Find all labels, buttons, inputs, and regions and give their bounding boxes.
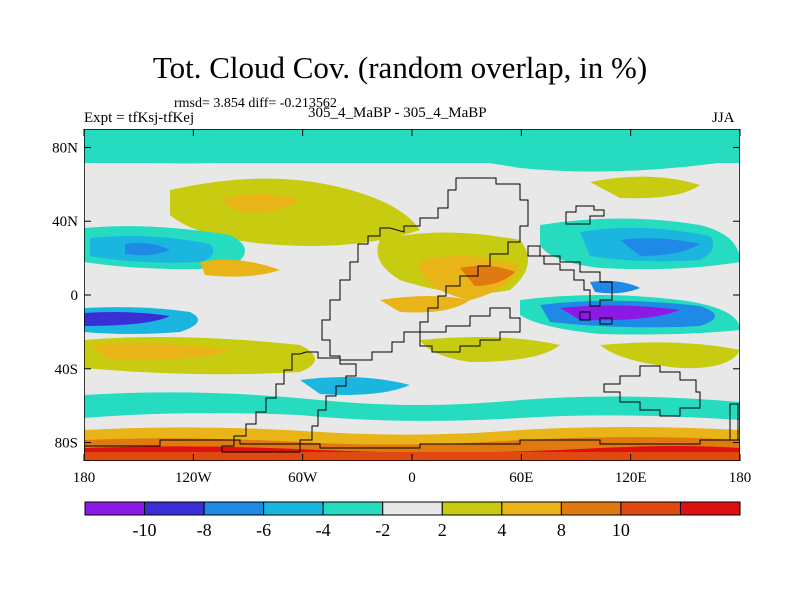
lon-tick-label: 60E <box>509 470 533 486</box>
australia-outline <box>603 365 701 417</box>
island-outline-2 <box>599 317 613 325</box>
colorbar-label: -4 <box>316 520 331 540</box>
lon-tick-label: 180 <box>73 470 96 486</box>
lon-tick-label: 0 <box>408 470 416 486</box>
colorbar-label: -6 <box>256 520 271 540</box>
lat-tick-label: 0 <box>71 288 79 304</box>
colorbar-swatch <box>382 501 443 516</box>
cloud-cover-map <box>84 129 740 461</box>
south-america-outline <box>221 351 357 453</box>
field-sh-yellow-3 <box>600 342 740 369</box>
colorbar-swatch <box>322 501 384 516</box>
field-nh-orange-1 <box>220 194 300 213</box>
longitude-axis: 180 120W 60W 0 60E 120E 180 <box>73 129 752 486</box>
colorbar-swatch <box>203 501 265 516</box>
asia-se-outline <box>527 245 613 307</box>
field-so-lightblue <box>300 376 410 395</box>
colorbar: -10 -8 -6 -4 -2 2 4 8 10 <box>84 501 741 540</box>
lon-tick-label: 180 <box>729 470 752 486</box>
colorbar-swatch <box>501 501 562 516</box>
coastline-outlines <box>84 177 740 453</box>
field-eq-pac-blue <box>84 312 170 326</box>
colorbar-swatch <box>144 501 205 516</box>
field-north-band-edge <box>84 150 740 172</box>
colorbar-swatch <box>560 501 622 516</box>
colorbar-swatch <box>441 501 503 516</box>
field-afr-darkorange <box>460 265 515 286</box>
plot-title: Tot. Cloud Cov. (random overlap, in %) <box>152 50 648 85</box>
field-nh-yellow-1 <box>170 178 420 246</box>
field-atl-orange <box>380 296 470 313</box>
field-wpac-blue <box>620 238 700 256</box>
field-nh-yellow-2 <box>590 176 700 199</box>
antarctica-outline <box>84 439 740 449</box>
lon-tick-label: 120E <box>615 470 647 486</box>
colorbar-label: 8 <box>557 520 566 540</box>
latitude-axis: 80N 40N 0 40S 80S <box>52 140 740 452</box>
island-outline <box>579 311 591 321</box>
colorbar-swatch <box>84 501 146 516</box>
colorbar-swatch <box>263 501 324 516</box>
experiment-label: Expt = tfKsj-tfKej <box>84 110 195 126</box>
field-npac-orange <box>200 259 280 277</box>
colorbar-label: -8 <box>197 520 212 540</box>
colorbar-swatch <box>620 501 681 516</box>
field-sh-orange-1 <box>90 343 230 361</box>
period-label: 305_4_MaBP - 305_4_MaBP <box>308 105 487 121</box>
lat-tick-label: 80S <box>55 436 78 452</box>
lat-tick-label: 80N <box>52 140 78 156</box>
field-sh-yellow-2 <box>420 336 560 362</box>
colorbar-label: 10 <box>612 520 630 540</box>
lon-tick-label: 60W <box>288 470 318 486</box>
colorbar-swatch <box>679 501 741 516</box>
field-npac-blue <box>125 242 170 256</box>
japan-outline <box>565 205 605 225</box>
africa-south-outline <box>419 307 521 353</box>
rmsd-diff-label: rmsd= 3.854 diff= -0.213562 <box>174 96 337 111</box>
colorbar-label: -2 <box>375 520 390 540</box>
lat-tick-label: 40N <box>52 214 78 230</box>
africa-eurasia-outline <box>321 177 529 361</box>
lat-tick-label: 40S <box>55 362 78 378</box>
colorbar-label: 4 <box>497 520 506 540</box>
colorbar-label: 2 <box>438 520 447 540</box>
colorbar-label: -10 <box>133 520 157 540</box>
lon-tick-label: 120W <box>175 470 213 486</box>
field-eq-blue-patch <box>590 280 640 294</box>
field-so-cyan <box>84 392 740 421</box>
season-label: JJA <box>712 110 735 126</box>
